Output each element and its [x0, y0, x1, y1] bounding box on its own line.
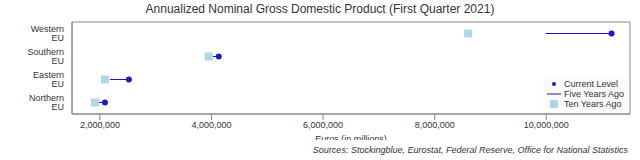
- svg-text:SouthernEU: SouthernEU: [27, 47, 64, 66]
- svg-text:4,000,000: 4,000,000: [191, 120, 231, 130]
- html-text:Five Years Ago: Five Years Ago: [564, 89, 624, 99]
- html-text:Ten Years Ago: Ten Years Ago: [564, 99, 622, 109]
- svg-text:10,000,000: 10,000,000: [524, 120, 569, 130]
- svg-text:6,000,000: 6,000,000: [303, 120, 343, 130]
- svg-text:EasternEU: EasternEU: [33, 70, 64, 89]
- svg-text:NorthernEU: NorthernEU: [29, 93, 64, 112]
- html-text:Sources: Stockingblue, Eurosta: Sources: Stockingblue, Eurostat, Federal…: [312, 145, 628, 155]
- svg-text:2,000,000: 2,000,000: [80, 120, 120, 130]
- svg-text:Euros (in millions): Euros (in millions): [315, 134, 387, 140]
- svg-text:WesternEU: WesternEU: [31, 24, 64, 43]
- svg-text:8,000,000: 8,000,000: [415, 120, 455, 130]
- html-text:Annualized Nominal Gross Domes: Annualized Nominal Gross Domestic Produc…: [145, 2, 495, 16]
- html-text:Current Level: Current Level: [564, 79, 618, 89]
